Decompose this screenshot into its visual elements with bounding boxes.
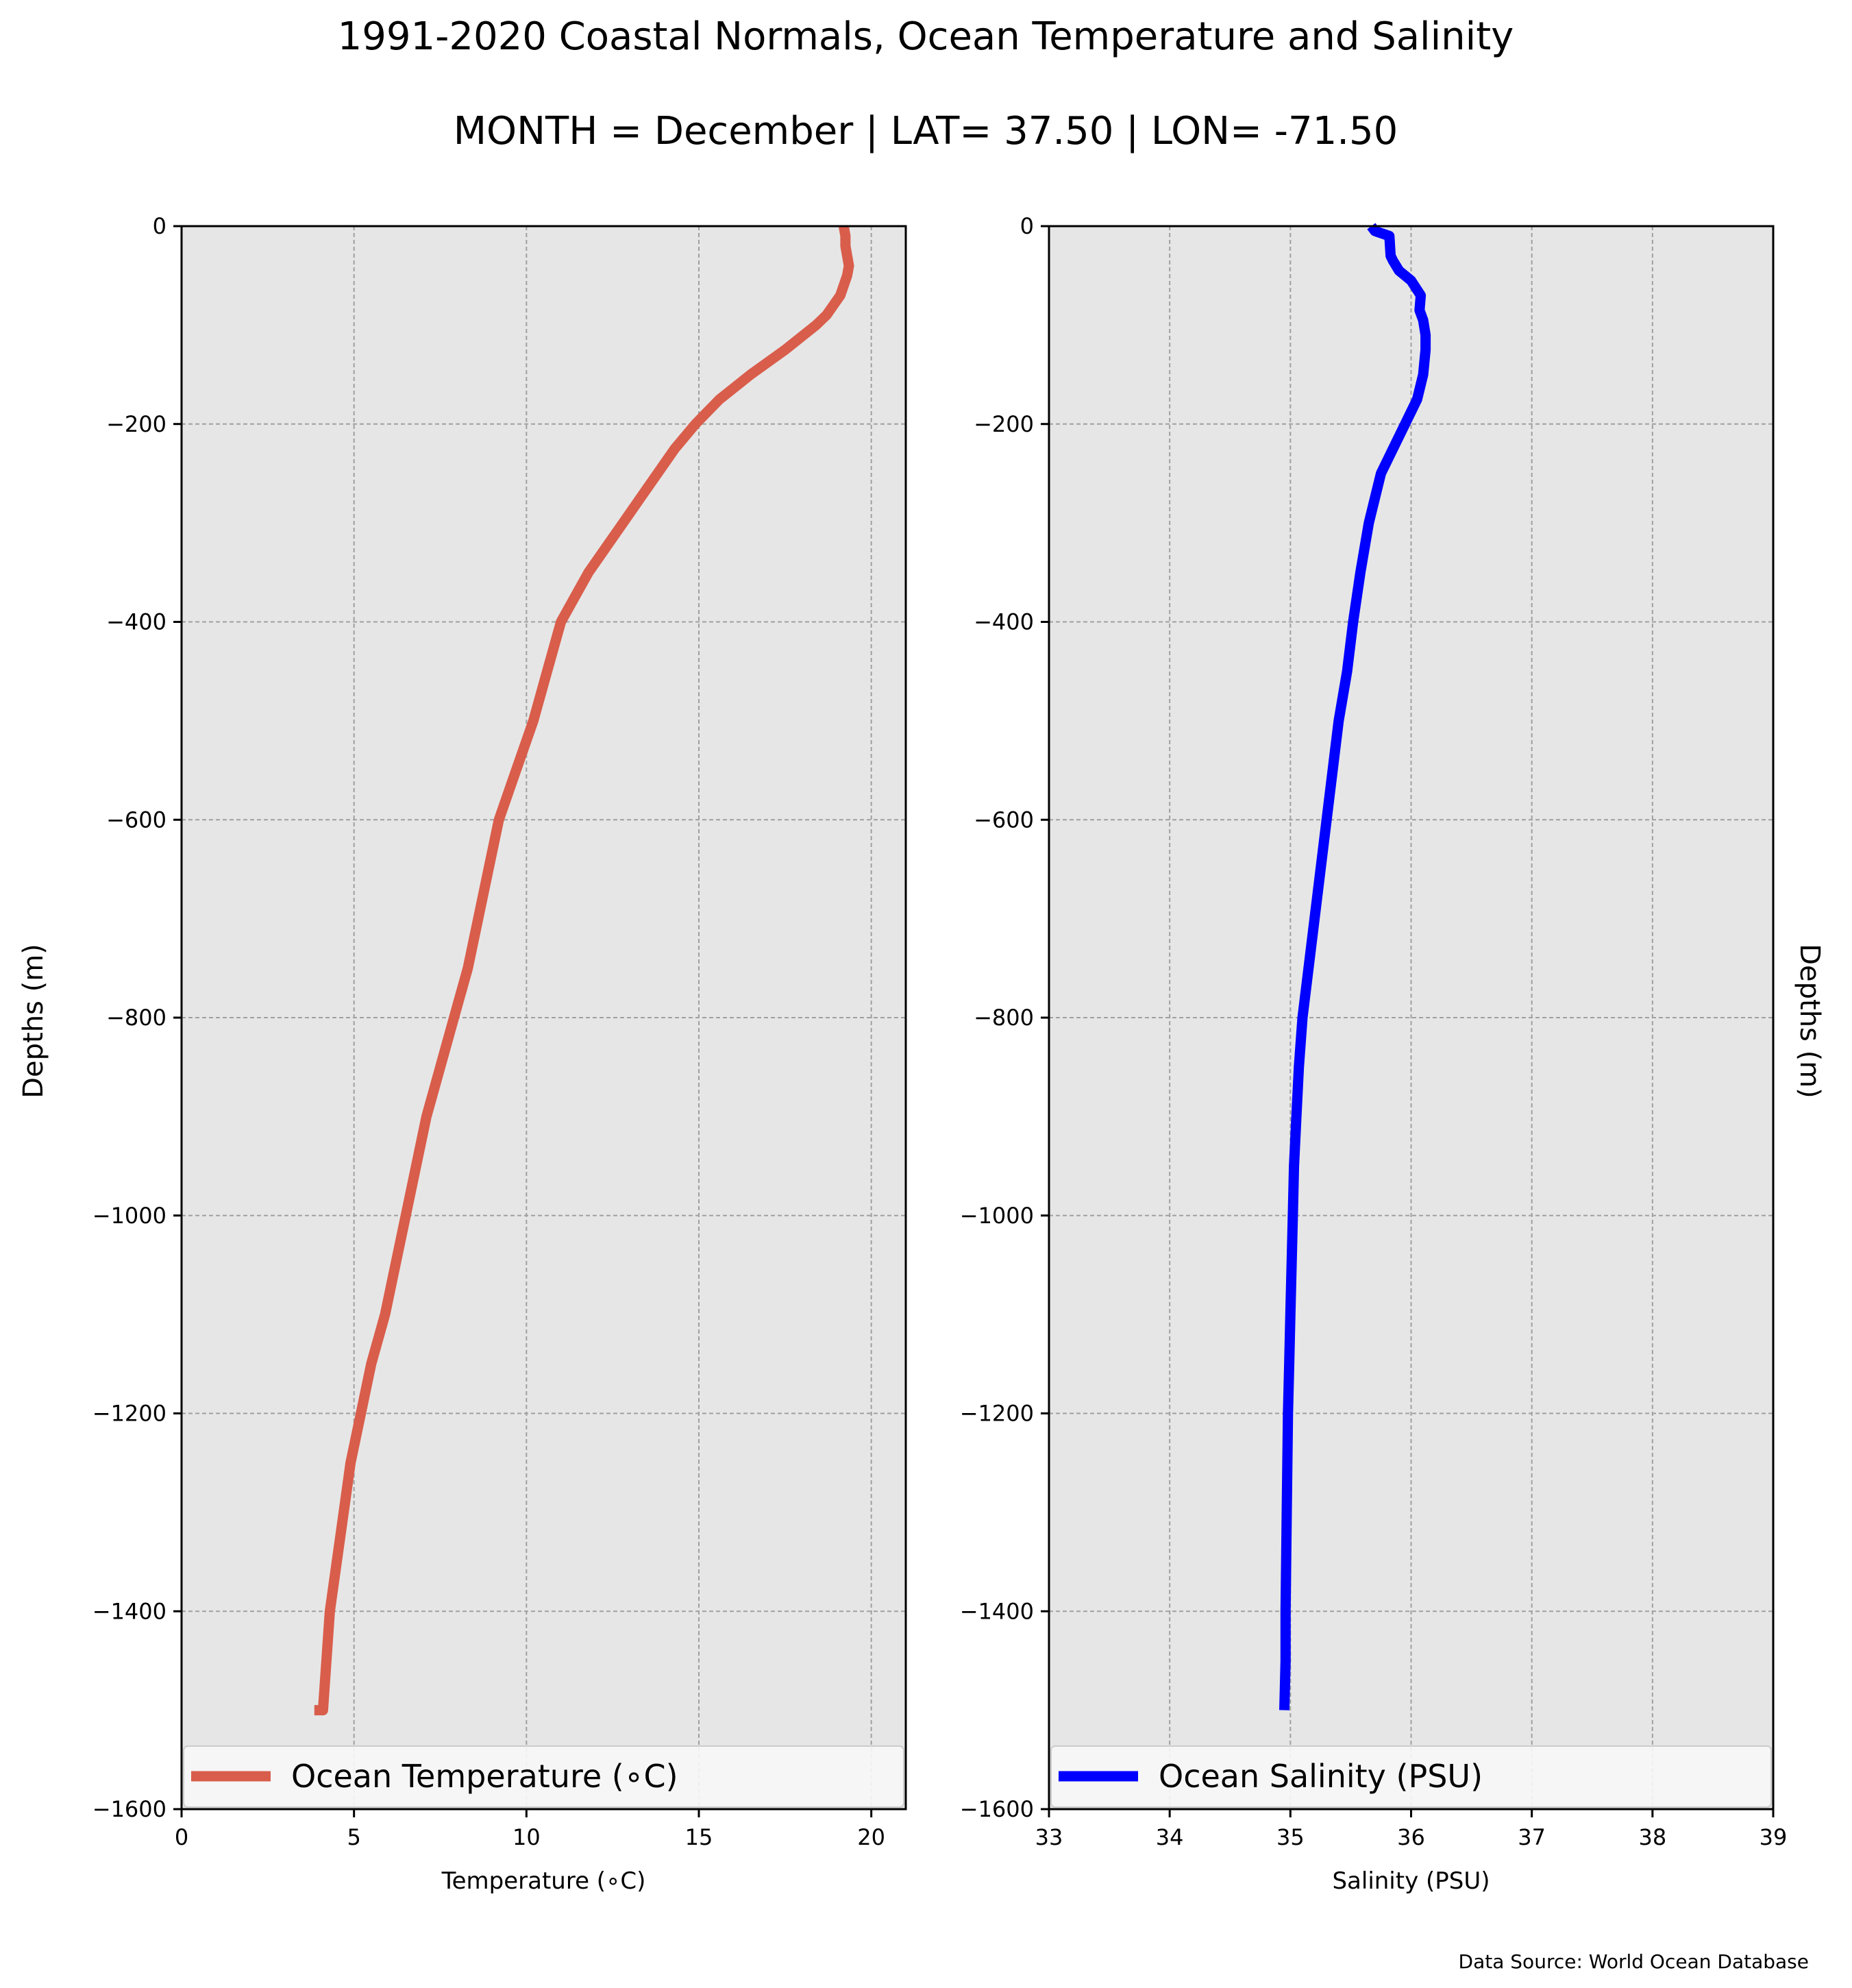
temperature-y-tick-label: −200	[106, 411, 166, 437]
salinity-legend-label: Ocean Salinity (PSU)	[1159, 1758, 1483, 1795]
temperature-legend-box	[183, 1745, 904, 1808]
figure-subtitle: MONTH = December | LAT= 37.50 | LON= -71…	[454, 109, 1398, 154]
salinity-y-axis-label: Depths (m)	[1794, 944, 1825, 1099]
temperature-chart: 0 5 10 15 20 0 −200 −400 −600 −800 −1000 −1200 −1400…	[92, 213, 907, 1895]
temperature-y-tick-label: 0	[153, 213, 166, 239]
salinity-y-tick-label: −1200	[960, 1401, 1034, 1427]
temperature-x-tick-label: 10	[513, 1824, 541, 1850]
data-source-note: Data Source: World Ocean Database	[1459, 1950, 1809, 1973]
salinity-y-tick-label: −1600	[960, 1796, 1034, 1822]
temperature-y-tick-label: −600	[106, 807, 166, 833]
figure-title: 1991-2020 Coastal Normals, Ocean Tempera…	[338, 14, 1514, 59]
salinity-legend-box	[1050, 1745, 1772, 1808]
salinity-x-tick-label: 37	[1518, 1824, 1546, 1850]
salinity-legend: Ocean Salinity (PSU)	[1050, 1745, 1772, 1808]
salinity-y-tick-label: −800	[974, 1005, 1034, 1031]
salinity-y-tick-label: −600	[974, 807, 1034, 833]
temperature-x-tick-label: 0	[175, 1824, 188, 1850]
salinity-x-tick-label: 33	[1035, 1824, 1063, 1850]
salinity-y-tick-label: −1400	[960, 1598, 1034, 1624]
temperature-plot-area	[182, 226, 906, 1809]
temperature-y-tick-label: −1200	[92, 1401, 166, 1427]
salinity-x-tick-label: 35	[1276, 1824, 1305, 1850]
temperature-y-tick-label: −400	[106, 609, 166, 635]
salinity-x-tick-label: 39	[1760, 1824, 1788, 1850]
temperature-y-tick-label: −1600	[92, 1796, 166, 1822]
salinity-series-line	[1279, 223, 1431, 1710]
temperature-x-tick-label: 20	[857, 1824, 885, 1850]
salinity-x-axis-label: Salinity (PSU)	[1332, 1867, 1490, 1895]
temperature-x-axis-label: Temperature (∘C)	[441, 1867, 646, 1895]
salinity-x-tick-label: 38	[1638, 1824, 1666, 1850]
salinity-y-tick-label: −200	[974, 411, 1034, 437]
salinity-y-tick-label: 0	[1020, 213, 1034, 239]
salinity-chart: 33 34 35 36 37 38 39 0 −200 −400 −600 −800 −1000 −120…	[960, 213, 1788, 1895]
salinity-x-tick-label: 34	[1156, 1824, 1184, 1850]
temperature-legend: Ocean Temperature (∘C)	[183, 1745, 904, 1808]
salinity-x-tick-label: 36	[1397, 1824, 1425, 1850]
temperature-y-tick-label: −800	[106, 1005, 166, 1031]
temperature-series-line	[312, 225, 854, 1716]
temperature-x-tick-label: 5	[347, 1824, 360, 1850]
temperature-legend-label: Ocean Temperature (∘C)	[291, 1758, 678, 1795]
temperature-y-tick-label: −1400	[92, 1598, 166, 1624]
salinity-y-tick-label: −1000	[960, 1203, 1034, 1229]
temperature-y-tick-label: −1000	[92, 1203, 166, 1229]
temperature-x-tick-label: 15	[685, 1824, 713, 1850]
temperature-y-axis-label: Depths (m)	[18, 944, 49, 1099]
salinity-y-tick-label: −400	[974, 609, 1034, 635]
